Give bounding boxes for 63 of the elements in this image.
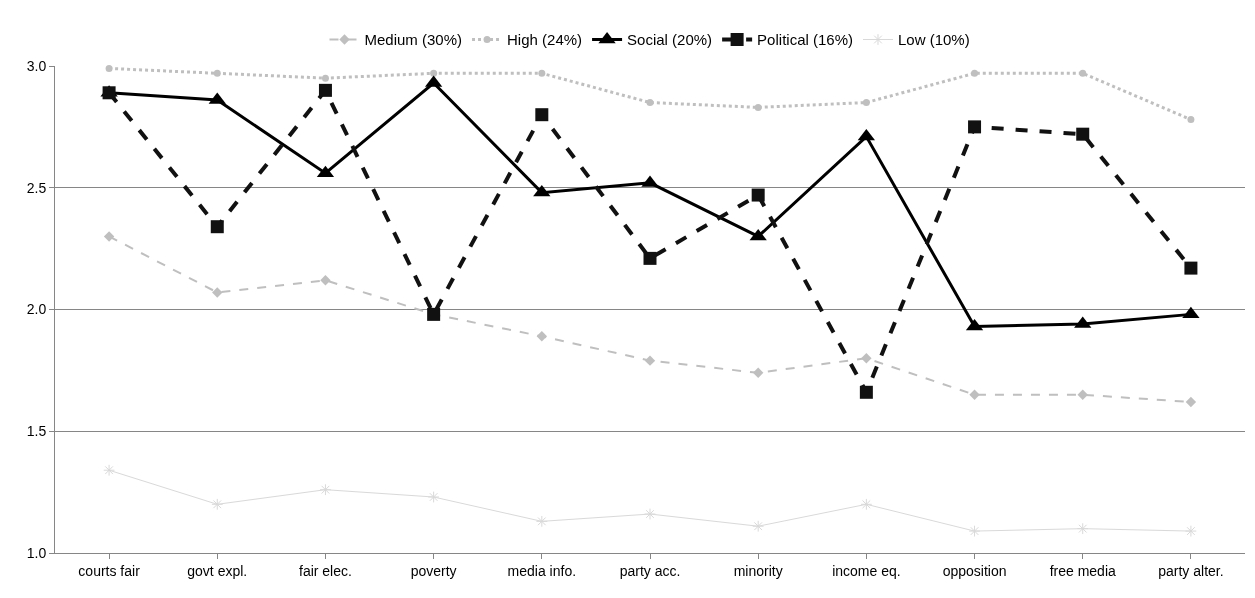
point (536, 331, 548, 342)
point (1182, 306, 1200, 319)
x-tick-label: party acc. (619, 562, 681, 579)
point (212, 287, 223, 298)
point (859, 385, 873, 399)
x-tick-label: opposition (942, 562, 1007, 579)
y-tick-label: 3.0 (26, 57, 47, 74)
y-tick-label: 1.5 (26, 423, 47, 440)
point (103, 231, 115, 242)
point (644, 508, 656, 520)
point (752, 520, 765, 533)
point (643, 251, 657, 265)
point (860, 498, 873, 511)
point (969, 389, 980, 400)
point (321, 74, 329, 82)
point (427, 491, 440, 503)
point (968, 120, 982, 134)
x-tick-label: poverty (410, 562, 457, 579)
point (535, 108, 549, 122)
point (1185, 396, 1197, 408)
point (971, 69, 979, 77)
point (210, 220, 224, 234)
point (1184, 261, 1198, 275)
point (1187, 116, 1195, 124)
point (1076, 127, 1090, 141)
y-tick-label: 2.0 (26, 301, 47, 318)
point (211, 498, 224, 511)
point (646, 99, 654, 107)
legend-label: High (24%) (507, 31, 583, 49)
point (538, 69, 546, 77)
point (105, 64, 113, 72)
legend-label: Political (16%) (757, 31, 853, 49)
point (1077, 389, 1088, 400)
legend-label: Social (20%) (627, 31, 713, 49)
x-tick-label: fair elec. (298, 562, 352, 579)
legend-label: Medium (30%) (364, 31, 463, 49)
point (430, 69, 438, 77)
legend-label: Low (10%) (897, 31, 970, 49)
point (861, 353, 872, 364)
point (644, 355, 656, 366)
point (213, 69, 221, 77)
point (968, 525, 981, 537)
point (754, 103, 762, 111)
y-tick-label: 2.5 (26, 179, 47, 196)
y-tick-label: 1.0 (26, 544, 47, 561)
point (751, 188, 765, 202)
point (862, 99, 870, 107)
point (318, 83, 332, 97)
point (1185, 525, 1197, 537)
point (319, 483, 332, 496)
x-tick-label: income eq. (832, 562, 901, 579)
point (749, 228, 767, 241)
point (103, 464, 115, 477)
x-tick-label: free media (1049, 562, 1117, 579)
point (1079, 69, 1087, 77)
x-tick-label: party alter. (1158, 562, 1224, 579)
x-tick-label: courts fair (78, 562, 141, 579)
point (535, 515, 548, 528)
point (320, 275, 331, 286)
x-tick-label: govt expl. (187, 562, 248, 579)
x-tick-label: minority (733, 562, 783, 579)
point (752, 367, 764, 379)
x-tick-label: media info. (507, 562, 577, 579)
